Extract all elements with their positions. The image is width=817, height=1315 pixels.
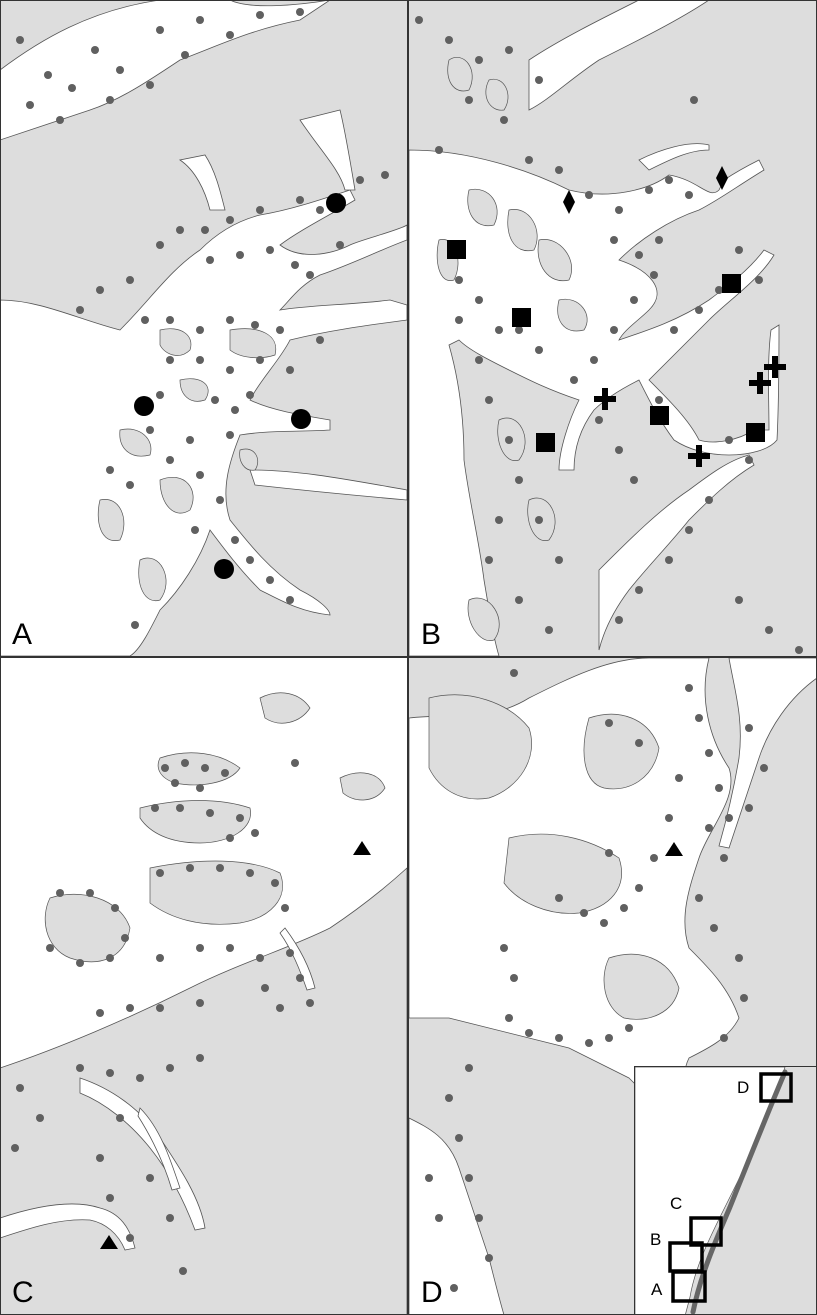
square-marker bbox=[746, 423, 765, 442]
inset-locator-map: D C B A bbox=[634, 1066, 817, 1315]
fjord-water bbox=[0, 189, 407, 656]
fjord-water bbox=[718, 658, 817, 849]
panel-label-a: A bbox=[12, 618, 33, 651]
fjord-water bbox=[249, 469, 407, 501]
triangle-marker bbox=[665, 842, 683, 856]
map-panel-b: B bbox=[409, 0, 817, 656]
fjord-water bbox=[598, 454, 755, 651]
triangle-marker bbox=[100, 1235, 118, 1249]
square-marker bbox=[536, 433, 555, 452]
fjord-water bbox=[279, 927, 316, 991]
inset-label-b: B bbox=[650, 1230, 662, 1249]
fjord-water bbox=[178, 154, 226, 211]
fjord-water bbox=[299, 109, 356, 191]
diamond-marker bbox=[716, 166, 728, 190]
fjord-water bbox=[528, 0, 710, 111]
square-marker bbox=[722, 274, 741, 293]
fjord-water bbox=[0, 1203, 136, 1251]
map-panel-c: C bbox=[0, 658, 407, 1315]
inset-box-c bbox=[689, 1216, 723, 1247]
panel-c-map bbox=[0, 658, 407, 1315]
cross-marker bbox=[688, 445, 710, 467]
inset-box-a bbox=[671, 1270, 707, 1303]
panel-label-b: B bbox=[421, 618, 442, 651]
cross-marker bbox=[594, 388, 616, 410]
panel-a-map bbox=[0, 0, 407, 656]
fjord-water bbox=[0, 0, 331, 141]
map-panel-d: D D C B A bbox=[409, 658, 817, 1315]
inset-label-d: D bbox=[737, 1078, 750, 1097]
map-panel-a: A bbox=[0, 0, 407, 656]
fjord-water bbox=[638, 143, 710, 171]
fjord-water bbox=[409, 149, 780, 656]
inset-label-c: C bbox=[670, 1194, 683, 1213]
panel-label-c: C bbox=[12, 1276, 34, 1309]
inset-map bbox=[635, 1067, 817, 1315]
coastline bbox=[690, 1069, 788, 1315]
triangle-marker bbox=[353, 841, 371, 855]
square-marker bbox=[512, 308, 531, 327]
cross-marker bbox=[749, 372, 771, 394]
panel-b-map bbox=[409, 0, 817, 656]
square-marker bbox=[650, 406, 669, 425]
fjord-water bbox=[137, 1107, 181, 1191]
inset-label-a: A bbox=[651, 1280, 663, 1299]
inset-box-d bbox=[759, 1072, 793, 1103]
panel-divider-horizontal bbox=[0, 656, 817, 658]
diamond-marker bbox=[563, 190, 575, 214]
panel-label-d: D bbox=[421, 1276, 443, 1309]
cross-marker bbox=[764, 356, 786, 378]
square-marker bbox=[447, 240, 466, 259]
